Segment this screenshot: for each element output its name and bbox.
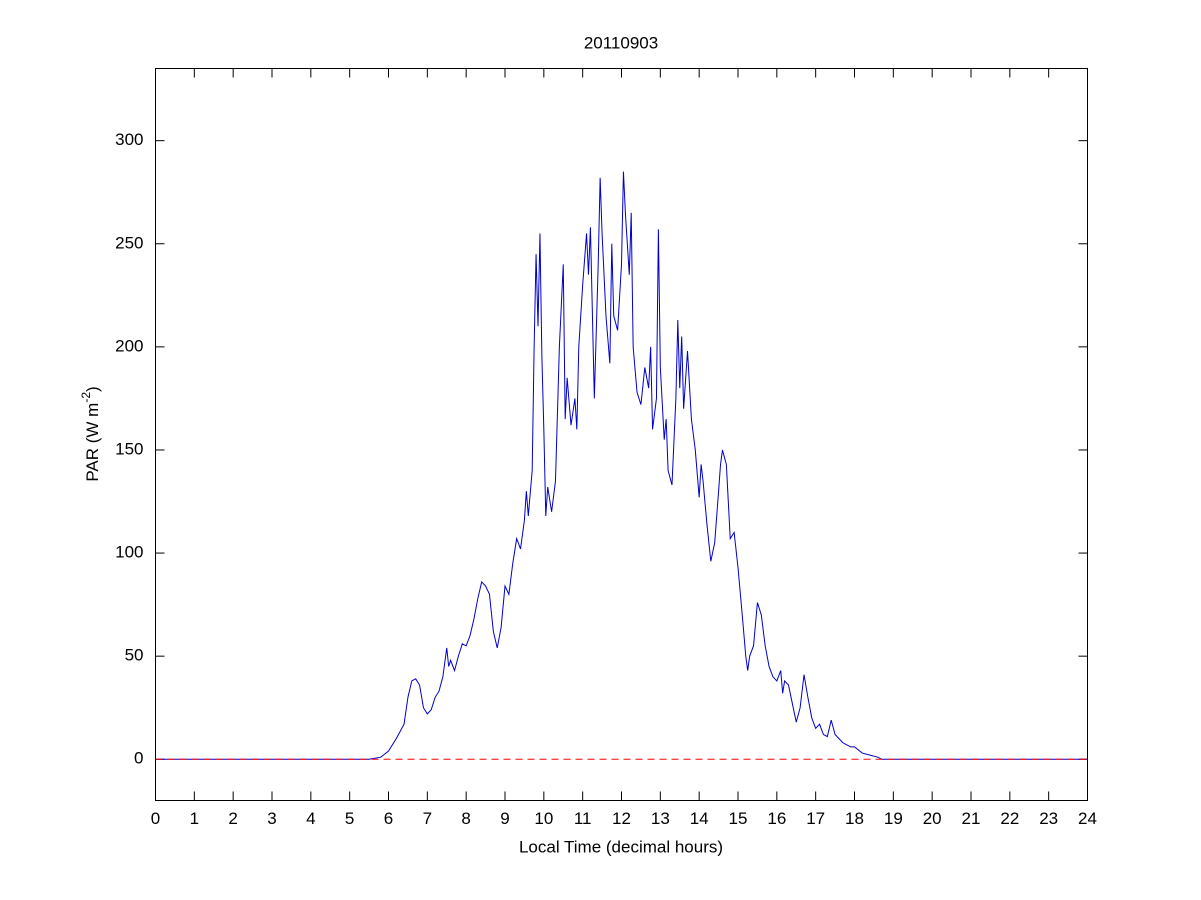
x-tick-label: 21 — [962, 809, 981, 828]
x-tick-label: 18 — [845, 809, 864, 828]
x-tick-label: 12 — [612, 809, 631, 828]
x-tick-label: 5 — [345, 809, 354, 828]
x-tick-label: 13 — [651, 809, 670, 828]
y-tick-label: 50 — [125, 646, 144, 665]
data-line — [155, 171, 1088, 760]
x-tick-label: 9 — [500, 809, 509, 828]
x-tick-label: 8 — [461, 809, 470, 828]
chart-title: 20110903 — [584, 33, 658, 52]
y-tick-label: 300 — [115, 130, 143, 149]
x-tick-label: 15 — [729, 809, 748, 828]
x-tick-label: 4 — [306, 809, 315, 828]
x-tick-label: 11 — [574, 809, 592, 828]
x-tick-label: 14 — [690, 809, 709, 828]
x-tick-label: 6 — [384, 809, 393, 828]
x-tick-label: 1 — [190, 809, 199, 828]
y-axis-label-text: PAR (W m — [83, 403, 102, 482]
x-tick-label: 22 — [1000, 809, 1019, 828]
y-tick-label: 200 — [115, 336, 143, 355]
x-tick-label: 24 — [1078, 809, 1097, 828]
x-tick-label: 16 — [767, 809, 786, 828]
x-tick-label: 17 — [806, 809, 825, 828]
y-tick-label: 100 — [115, 543, 143, 562]
x-tick-label: 23 — [1039, 809, 1058, 828]
x-tick-label: 3 — [267, 809, 276, 828]
x-tick-label: 20 — [923, 809, 942, 828]
x-tick-label: 0 — [151, 809, 160, 828]
x-axis-label: Local Time (decimal hours) — [519, 837, 723, 856]
x-tick-label: 2 — [228, 809, 237, 828]
x-tick-label: 7 — [423, 809, 432, 828]
y-tick-label: 0 — [134, 749, 143, 768]
y-axis-label: PAR (W m-2) — [79, 386, 102, 481]
x-tick-label: 10 — [534, 809, 553, 828]
y-axis-label-end: ) — [83, 386, 102, 392]
y-axis-label-sup: -2 — [79, 392, 93, 403]
y-tick-label: 150 — [115, 439, 143, 458]
x-tick-label: 19 — [884, 809, 903, 828]
y-tick-label: 250 — [115, 233, 143, 252]
